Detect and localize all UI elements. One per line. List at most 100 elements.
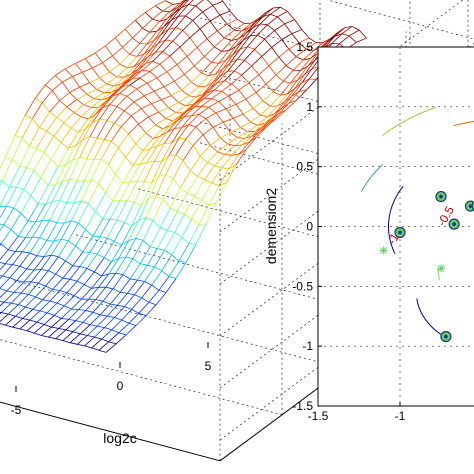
y-tick-label: -0.5 [292, 279, 313, 293]
mesh-line [88, 183, 99, 204]
mesh-line [89, 236, 101, 253]
mesh-line [165, 112, 177, 119]
mesh-line [186, 47, 198, 57]
mesh-line [189, 98, 201, 109]
mesh-line [135, 315, 147, 326]
mesh-line [47, 166, 59, 186]
y-tick-label: 0.5 [296, 160, 313, 174]
mesh-line [104, 317, 115, 328]
mesh-line [68, 222, 79, 241]
mesh-line [327, 32, 338, 43]
mesh-line [154, 143, 165, 162]
mesh-line [113, 110, 125, 124]
mesh-line [218, 95, 229, 102]
contour-line [437, 268, 440, 281]
mesh-line [134, 281, 145, 295]
mesh-line [120, 73, 132, 85]
mesh-line [298, 37, 310, 44]
mesh-line [20, 195, 32, 214]
mesh-line [255, 126, 267, 138]
mesh-line [76, 93, 87, 100]
mesh-line [195, 223, 207, 245]
mesh-line [248, 131, 260, 143]
mesh-line [184, 106, 195, 117]
mesh-line [198, 204, 210, 225]
mesh-line [102, 288, 114, 302]
mesh-line [131, 108, 142, 117]
mesh-line [115, 256, 127, 274]
mesh-line [204, 46, 215, 57]
mesh-line [79, 252, 91, 267]
mesh-line [119, 181, 131, 201]
mesh-line [209, 75, 221, 89]
mesh-line [118, 79, 129, 90]
mesh-line [90, 159, 102, 180]
mesh-line [206, 30, 218, 40]
mesh-line [29, 310, 41, 321]
mesh-line [101, 329, 112, 340]
mesh-line [56, 202, 68, 223]
mesh-line [165, 154, 177, 175]
mesh-line [225, 164, 237, 184]
mesh-line [175, 262, 187, 279]
mesh-line [281, 95, 293, 109]
mesh-line [70, 200, 82, 221]
mesh-line [205, 112, 217, 119]
mesh-line [102, 55, 113, 64]
mesh-line [230, 127, 241, 133]
mesh-line [338, 35, 350, 45]
mesh-line [102, 95, 114, 108]
mesh-line [4, 135, 16, 158]
mesh-line [146, 30, 158, 45]
mesh-line [144, 266, 155, 282]
mesh-line [72, 322, 84, 333]
mesh-line [219, 62, 231, 77]
mesh-line [214, 80, 225, 91]
mesh-line [65, 145, 76, 166]
mesh-line [79, 82, 90, 88]
mesh-line [94, 327, 105, 338]
mesh-line [19, 252, 31, 267]
mesh-line [95, 192, 107, 212]
mesh-line [145, 195, 157, 218]
mesh-line [288, 91, 300, 104]
mesh-line [115, 28, 126, 39]
mesh-line [184, 195, 195, 215]
mesh-line [199, 20, 211, 30]
mesh-line [65, 245, 76, 262]
mesh-line [174, 74, 185, 82]
mesh-line [297, 66, 308, 81]
mesh-line [91, 338, 102, 349]
mesh-line [13, 189, 25, 209]
mesh-line [218, 168, 230, 187]
mesh-line [0, 180, 3, 187]
mesh-line [194, 97, 205, 108]
mesh-line [69, 86, 80, 93]
mesh-line [98, 164, 109, 184]
mesh-line [106, 219, 118, 239]
mesh-line [166, 120, 178, 133]
mesh-line [60, 220, 72, 240]
mesh-line [103, 123, 115, 141]
mesh-line [4, 251, 16, 265]
mesh-line [30, 177, 42, 196]
mesh-line [267, 16, 278, 26]
mesh-line [69, 333, 81, 344]
mesh-line [185, 96, 197, 107]
mesh-line [271, 39, 283, 48]
mesh-line [96, 237, 108, 255]
mesh-line [179, 107, 191, 117]
mesh-line [227, 137, 238, 145]
mesh-line [124, 294, 135, 307]
mesh-line [214, 37, 225, 48]
mesh-line [83, 98, 95, 106]
mesh-line [176, 0, 186, 9]
mesh-line [49, 200, 61, 221]
mesh-line [237, 46, 248, 60]
mesh-line [169, 46, 181, 57]
mesh-line [207, 151, 218, 163]
mesh-line [168, 260, 180, 277]
mesh-line [49, 100, 60, 113]
mesh-line [135, 63, 146, 74]
